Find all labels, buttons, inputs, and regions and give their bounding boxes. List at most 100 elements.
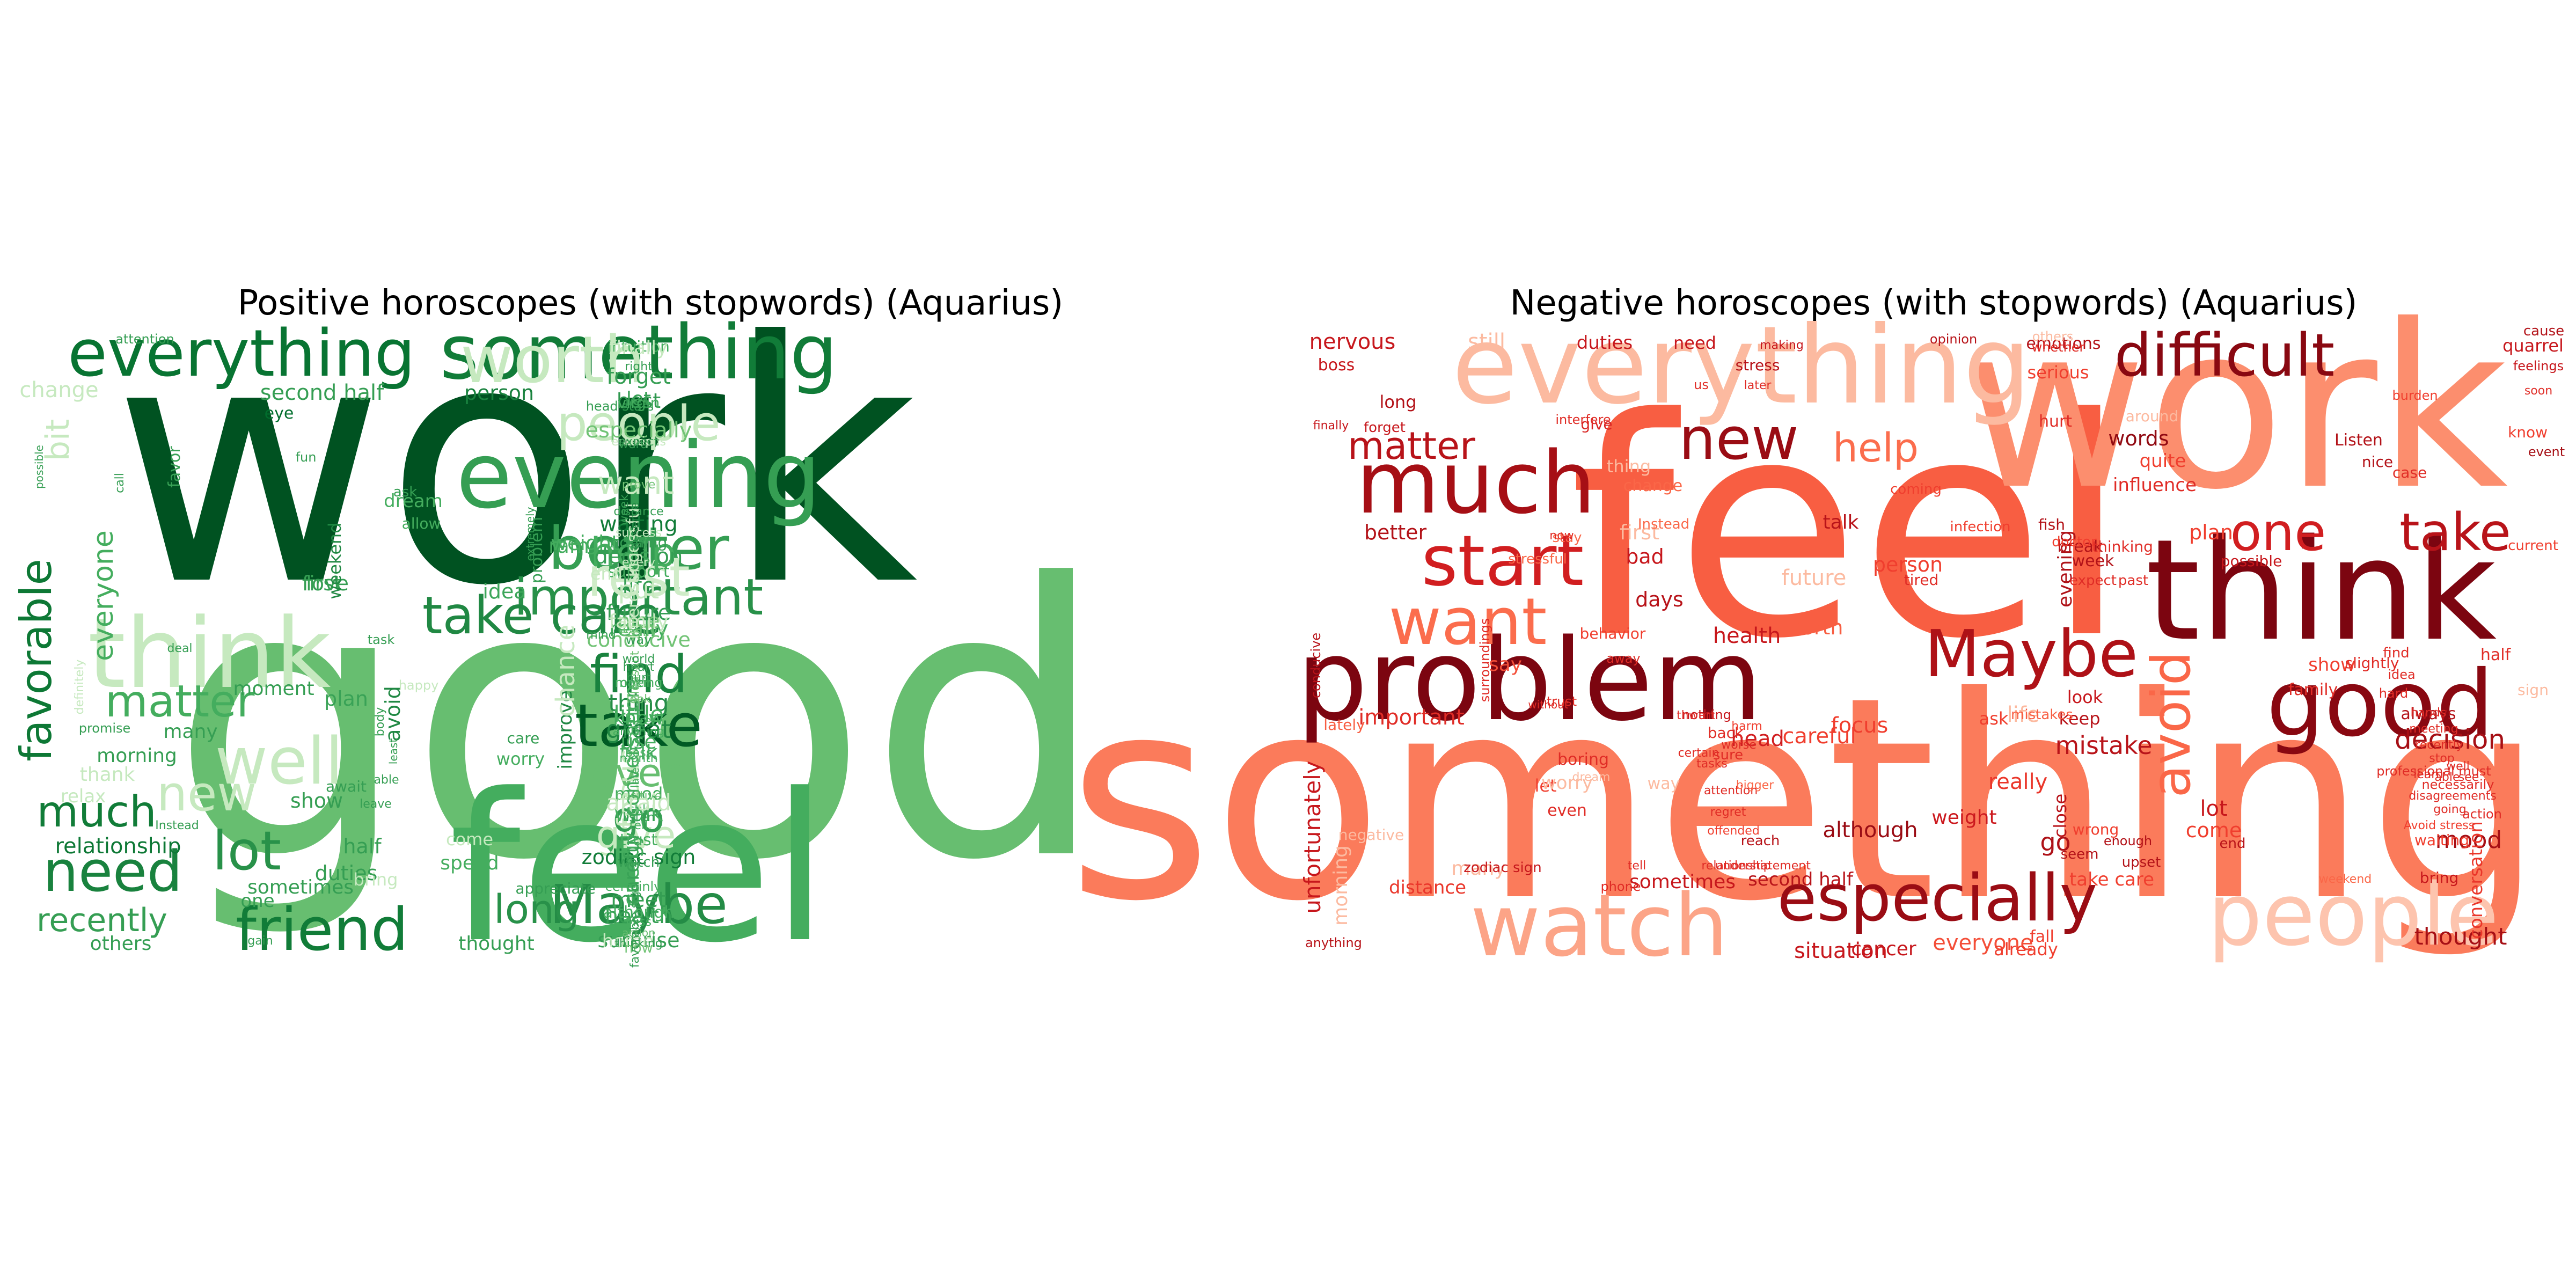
word-much: much [1356,433,1596,533]
word-still: still [628,803,649,816]
word-instead: Instead [1638,516,1689,532]
word-need: need [43,839,182,904]
word-allow: allow [402,515,441,532]
word-soon: soon [623,530,654,545]
word-bigger: bigger [1736,779,1775,792]
word-deserve: deserve [628,502,642,550]
word-relationship: relationship [1701,859,1770,873]
word-want: want [598,465,674,501]
word-interesting: interesting [624,552,643,639]
word-health: health [605,904,673,928]
word-conversation: conversation [620,685,643,817]
word-weight: weight [1931,807,1996,829]
word-waiting: waiting [2414,831,2469,849]
word-upset: upset [2122,854,2161,870]
word-happy: happy [399,678,439,693]
word-let: let [626,388,651,410]
word-although: although [1823,818,1918,843]
word-new: new [1679,406,1798,473]
word-quite: quite [2140,450,2186,472]
word-quarrel: quarrel [2502,335,2564,356]
word-one: one [2230,502,2326,562]
word-anything: anything [612,725,664,738]
word-health: health [1713,624,1781,648]
word-everything: everything [1452,303,2031,428]
word-cause: cause [2523,323,2564,339]
word-forget: forget [606,364,671,389]
word-eye: eye [265,404,294,423]
word-unfortunately: unfortunately [1299,760,1326,913]
word-already: already [1994,939,2058,960]
word-coming: coming [1890,481,1942,497]
word-phone: phone [1600,879,1641,894]
word-weight: weight [551,531,619,555]
word-matter: matter [1348,424,1475,468]
word-see: see [2458,771,2479,784]
word-take-care: take care [2069,869,2154,890]
word-current: current [2508,538,2558,554]
word-lot: lot [213,819,281,882]
word-avoid: avoid [2140,652,2202,798]
word-especially: especially [586,418,692,443]
word-know: know [613,707,664,729]
word-action: action [622,926,655,939]
word-work: work [113,272,918,658]
word-thought: thought [2414,923,2507,950]
word-attention: attention [115,332,174,347]
word-best: best [617,389,661,413]
word-person: person [1873,553,1943,576]
word-stop: stop [2429,752,2455,765]
word-think: think [2146,510,2497,672]
word-show: show [2308,654,2355,676]
word-miss: Miss [626,916,652,929]
word-talk: talk [1823,511,1858,533]
word-find: find [2383,645,2409,661]
word-future: future [1782,566,1847,590]
word-second-half: second half [260,380,384,405]
word-plan: plan [2189,521,2233,544]
word-regret: regret [1710,806,1746,819]
word-mistakes: mistakes [2011,707,2073,723]
word-evening: evening [456,423,821,529]
word-slightly: slightly [2345,654,2399,672]
word-take: take [2399,502,2511,562]
word-change: change [19,378,98,402]
word-bring: bring [354,869,398,890]
word-reach: reach [1741,833,1780,849]
word-well: well [215,724,343,799]
word-positive: positive [616,789,662,803]
word-month: month [619,752,657,765]
word-ask: ask [393,484,418,500]
word-watch: watch [1470,875,1728,976]
word-really: really [1988,770,2048,794]
word-feel: feel [1569,355,2128,705]
word-going: going [2433,803,2466,816]
positive-wordcloud-title: Positive horoscopes (with stopwords) (Aq… [238,283,1064,323]
word-negative: negative [1338,826,1404,844]
word-days: days [1635,588,1684,611]
word-work: work [1963,277,2508,539]
word-one: one [240,890,274,912]
word-cancer: cancer [1851,938,1916,960]
word-fish: fish [2038,516,2065,533]
word-bad: bad [1626,545,1664,568]
word-event: event [2528,444,2565,459]
word-sometimes: sometimes [247,876,354,898]
word-stressful: stressful [1508,551,1567,567]
word-support: support [608,562,669,581]
word-something: something [440,309,837,397]
word-virgin: virgin [618,394,660,412]
word-sure: sure [1713,747,1743,763]
word-gain: gain [247,934,273,948]
word-hurt: hurt [2039,412,2072,431]
word-doctor: doctor [2052,534,2097,550]
word-influence: influence [2113,474,2197,496]
word-infection: infection [1950,519,2011,535]
word-body: body [374,707,387,736]
word-give: give [1580,415,1612,433]
word-enough: enough [2104,833,2152,848]
word-call: call [113,473,127,493]
word-words: words [2108,427,2169,450]
word-head-stars: head stars [586,399,654,414]
